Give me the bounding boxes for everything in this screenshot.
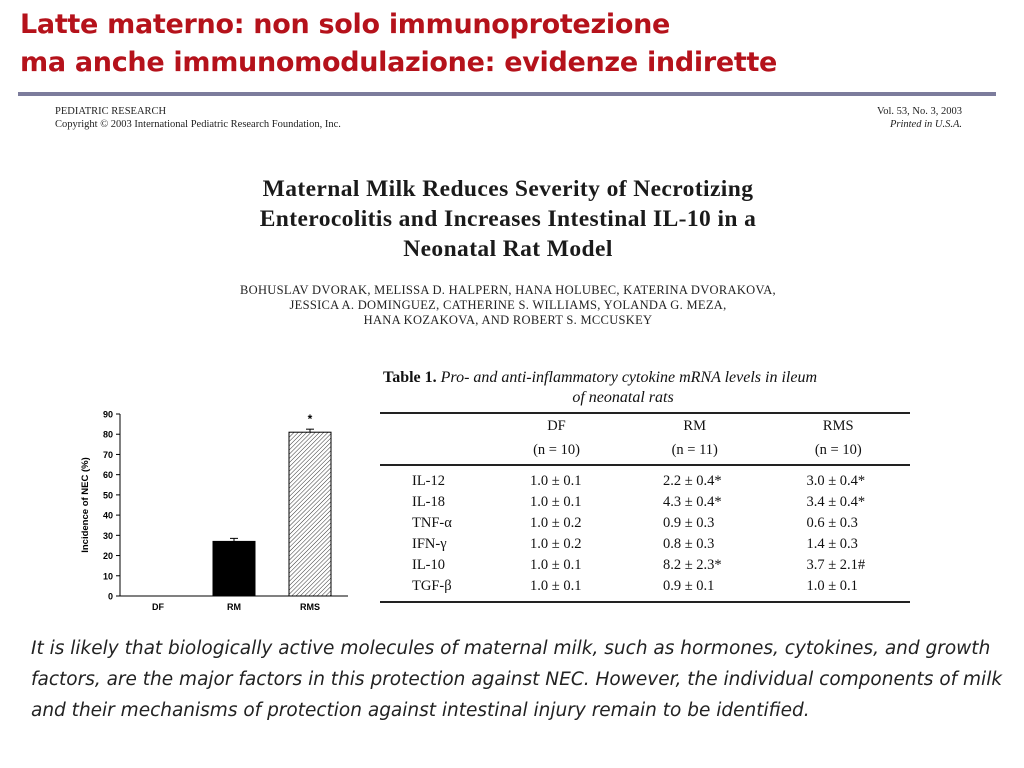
journal-volume: Vol. 53, No. 3, 2003 — [877, 106, 962, 117]
cell-rms: 1.4 ± 0.3 — [806, 536, 858, 552]
table-caption-line1: Pro- and anti-inflammatory cytokine mRNA… — [440, 369, 818, 386]
cell-df: 1.0 ± 0.1 — [530, 494, 582, 510]
table-label: Table 1. — [383, 369, 437, 386]
y-axis-label: Incidence of NEC (%) — [80, 457, 91, 553]
row-label: IL-10 — [412, 557, 446, 573]
row-label: TNF-α — [412, 515, 452, 531]
bar-rm — [212, 540, 256, 597]
summary-text: It is likely that biologically active mo… — [31, 638, 1003, 721]
column-n-rm: (n = 11) — [622, 438, 767, 466]
cell-rms: 3.7 ± 2.1# — [806, 557, 866, 573]
paper-title-line2: Enterocolitis and Increases Intestinal I… — [259, 206, 757, 232]
slide-title-line2: ma anche immunomodulazione: evidenze ind… — [20, 47, 778, 78]
paper-title-line1: Maternal Milk Reduces Severity of Necrot… — [262, 176, 754, 202]
bar-rms — [288, 431, 332, 597]
paper-title-line3: Neonatal Rat Model — [403, 236, 613, 262]
paper-authors: BOHUSLAV DVORAK, MELISSA D. HALPERN, HAN… — [150, 283, 866, 328]
journal-name: PEDIATRIC RESEARCH — [55, 106, 167, 117]
y-tick-label: 20 — [103, 551, 113, 561]
column-header-rm: RM — [683, 418, 706, 434]
cell-rm: 0.9 ± 0.3 — [662, 515, 715, 531]
y-tick-label: 10 — [103, 571, 113, 581]
journal-issue: Vol. 53, No. 3, 2003 Printed in U.S.A. — [877, 105, 962, 131]
cell-rm: 8.2 ± 2.3* — [662, 557, 722, 573]
cell-rm: 2.2 ± 0.4* — [662, 473, 722, 489]
y-tick-label: 70 — [103, 450, 113, 460]
x-tick-label: RMS — [300, 602, 320, 612]
row-label: IL-18 — [412, 494, 446, 510]
authors-line3: HANA KOZAKOVA, AND ROBERT S. MCCUSKEY — [363, 313, 653, 327]
cell-rm: 0.8 ± 0.3 — [662, 536, 715, 552]
x-tick-label: DF — [152, 602, 164, 612]
y-tick-label: 90 — [103, 410, 113, 420]
nec-incidence-chart: 0 10 20 30 40 50 60 70 80 90 Incidence of NEC (%) D… — [80, 410, 348, 612]
journal-copyright: Copyright © 2003 International Pediatric… — [55, 119, 341, 130]
row-label: TGF-β — [380, 576, 490, 603]
cell-df: 1.0 ± 0.1 — [530, 473, 582, 489]
table-row: TGF-β 1.0 ± 0.1 0.9 ± 0.1 1.0 ± 0.1 — [380, 576, 910, 603]
journal-header: PEDIATRIC RESEARCH Copyright © 2003 Inte… — [55, 105, 341, 131]
y-tick-label: 80 — [103, 430, 113, 440]
table-row: TNF-α 1.0 ± 0.2 0.9 ± 0.3 0.6 ± 0.3 — [380, 513, 910, 534]
column-header-rms: RMS — [822, 418, 854, 434]
column-n-rms: (n = 10) — [766, 438, 910, 466]
cell-df: 1.0 ± 0.2 — [530, 515, 582, 531]
table-caption: Table 1. Pro- and anti-inflammatory cyto… — [383, 368, 923, 408]
row-label: IL-12 — [412, 473, 446, 489]
cell-rms: 0.6 ± 0.3 — [806, 515, 858, 531]
significance-marker: * — [308, 412, 313, 426]
cell-rm: 0.9 ± 0.1 — [622, 576, 767, 603]
cell-rms: 3.0 ± 0.4* — [806, 473, 866, 489]
table-row: IL-10 1.0 ± 0.1 8.2 ± 2.3* 3.7 ± 2.1# — [380, 555, 910, 576]
slide-title-line1: Latte materno: non solo immunoprotezione — [20, 9, 671, 40]
authors-line2: JESSICA A. DOMINGUEZ, CATHERINE S. WILLI… — [289, 298, 727, 312]
row-label: IFN-γ — [412, 536, 447, 552]
y-tick-label: 0 — [108, 592, 113, 602]
cell-df: 1.0 ± 0.1 — [490, 576, 623, 603]
y-tick-label: 30 — [103, 531, 113, 541]
paper-title: Maternal Milk Reduces Severity of Necrot… — [150, 174, 866, 264]
authors-line1: BOHUSLAV DVORAK, MELISSA D. HALPERN, HAN… — [240, 283, 776, 297]
cell-rm: 4.3 ± 0.4* — [662, 494, 722, 510]
column-n-df: (n = 10) — [490, 438, 623, 466]
column-header-df: DF — [547, 418, 566, 434]
x-tick-label: RM — [227, 602, 241, 612]
y-tick-label: 50 — [103, 490, 113, 500]
y-tick-label: 40 — [103, 511, 113, 521]
cytokine-table: DF RM RMS (n = 10) (n = 11) (n = 10) IL-… — [380, 412, 910, 603]
cell-df: 1.0 ± 0.2 — [530, 536, 582, 552]
y-tick-label: 60 — [103, 470, 113, 480]
cell-rms: 3.4 ± 0.4* — [806, 494, 866, 510]
cell-df: 1.0 ± 0.1 — [530, 557, 582, 573]
table-row: IFN-γ 1.0 ± 0.2 0.8 ± 0.3 1.4 ± 0.3 — [380, 534, 910, 555]
table-row: IL-18 1.0 ± 0.1 4.3 ± 0.4* 3.4 ± 0.4* — [380, 492, 910, 513]
title-divider — [18, 92, 996, 96]
table-caption-line2: of neonatal rats — [572, 389, 674, 406]
table-row: IL-12 1.0 ± 0.1 2.2 ± 0.4* 3.0 ± 0.4* — [380, 465, 910, 492]
journal-printed: Printed in U.S.A. — [889, 119, 962, 130]
slide-title: Latte materno: non solo immunoprotezione… — [20, 6, 1010, 82]
cell-rms: 1.0 ± 0.1 — [766, 576, 910, 603]
